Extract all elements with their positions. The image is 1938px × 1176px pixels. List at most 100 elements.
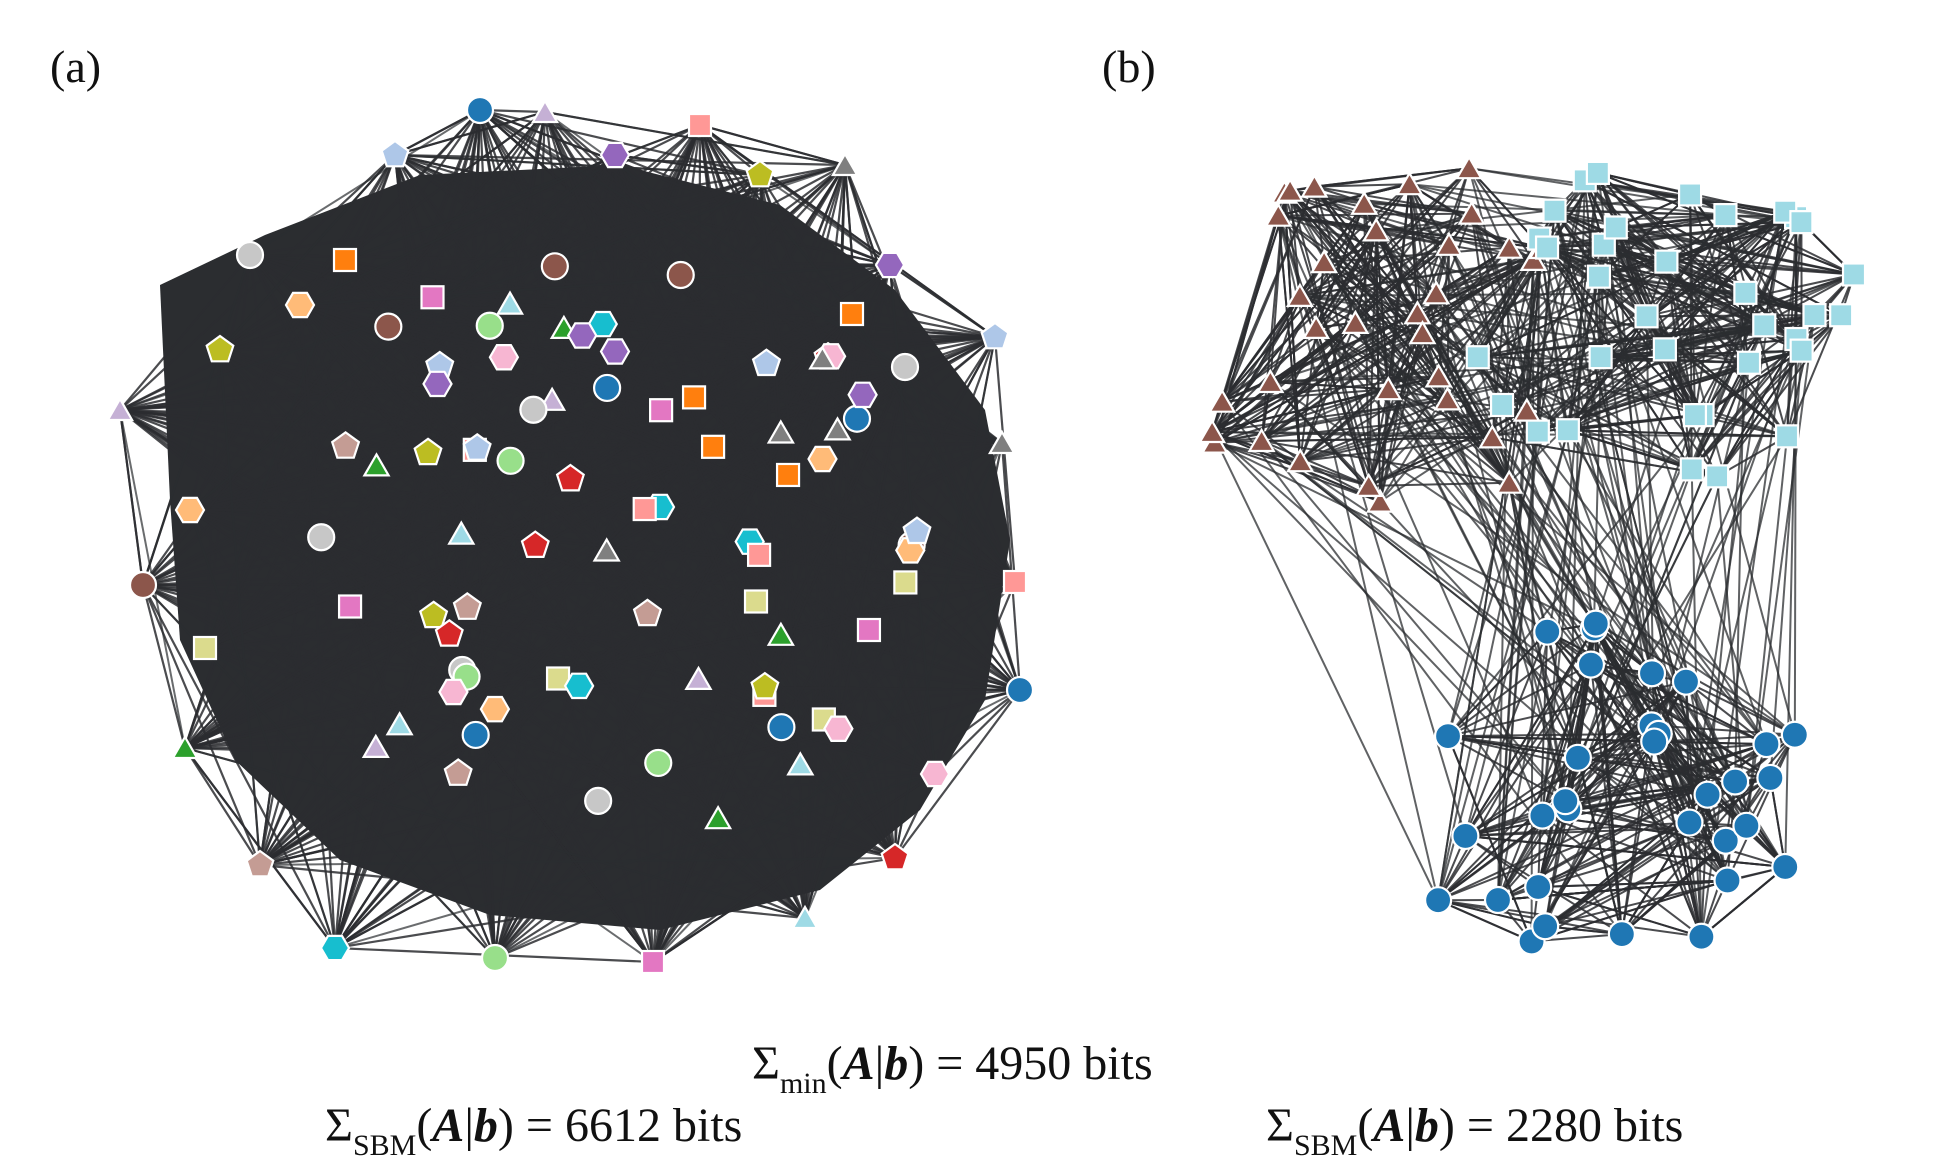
edge xyxy=(184,745,376,750)
edge xyxy=(659,505,1016,584)
graph-a-node xyxy=(319,934,351,962)
graph-b-node xyxy=(1495,234,1524,259)
edge xyxy=(1211,431,1729,882)
edge xyxy=(1700,794,1709,937)
edge xyxy=(1375,229,1768,745)
edge xyxy=(562,327,655,963)
edge xyxy=(1437,899,1546,928)
edge xyxy=(453,441,1003,693)
graph-b-node xyxy=(1733,280,1758,305)
edge xyxy=(1769,777,1787,868)
edge xyxy=(544,111,846,166)
edge xyxy=(1701,314,1842,416)
graph-a-node xyxy=(170,734,200,760)
edge xyxy=(1269,295,1301,383)
edge xyxy=(457,772,806,920)
edge xyxy=(1567,429,1693,471)
edge xyxy=(894,336,996,859)
edge xyxy=(1689,193,1803,352)
graph-b-node xyxy=(1563,743,1593,772)
conditional-bar: | xyxy=(874,1037,885,1090)
edge xyxy=(142,254,251,586)
edge xyxy=(344,258,906,369)
edge xyxy=(1602,244,1729,881)
graph-a-node xyxy=(902,516,932,545)
graph-b-node xyxy=(1654,249,1679,274)
graph-b-node xyxy=(1403,300,1432,325)
graph-b-node xyxy=(1365,488,1395,513)
edge xyxy=(779,366,906,636)
edge xyxy=(493,685,581,959)
graph-b-node xyxy=(1542,198,1567,223)
edge xyxy=(476,447,936,775)
edge xyxy=(474,734,654,963)
graph-a-node xyxy=(555,463,585,492)
graph-b-node xyxy=(1693,780,1722,809)
graph-b-node xyxy=(1585,160,1610,185)
edge xyxy=(118,409,145,586)
edge xyxy=(1546,214,1726,249)
edge xyxy=(298,304,323,538)
edge xyxy=(1261,440,1370,487)
graph-b-node xyxy=(1528,801,1557,830)
graph-b-node xyxy=(1247,427,1276,453)
edge xyxy=(1476,356,1549,632)
edge xyxy=(189,509,336,949)
edge xyxy=(189,265,556,511)
edge xyxy=(1464,724,1652,837)
network-panel-a xyxy=(105,95,1035,975)
edge xyxy=(119,409,896,859)
edge xyxy=(184,581,906,750)
edge xyxy=(758,174,830,358)
edge xyxy=(1299,291,1746,297)
graph-b-node xyxy=(1675,808,1704,837)
graph-a-node xyxy=(332,247,358,273)
edge xyxy=(1435,246,1510,295)
graph-a-node xyxy=(235,240,265,270)
graph-b-node xyxy=(1732,811,1761,840)
graph-b-node xyxy=(1524,872,1553,902)
edge xyxy=(1598,193,1691,278)
edge xyxy=(219,349,261,866)
graph-b-node xyxy=(1310,248,1339,274)
edge xyxy=(476,312,853,450)
edge xyxy=(204,445,347,649)
graph-a-node xyxy=(874,251,906,279)
graph-a-node xyxy=(192,635,218,661)
graph-b-node xyxy=(1687,922,1716,951)
graph-b-node xyxy=(1434,231,1464,256)
edge xyxy=(119,408,1021,692)
edge xyxy=(394,153,996,339)
edge xyxy=(1447,414,1704,737)
partition-symbol: b xyxy=(1414,1099,1439,1152)
equation-sigma-sbm-a: ΣSBM(A|b) = 6612 bits xyxy=(325,1099,743,1162)
graph-a-node xyxy=(452,592,482,620)
edge xyxy=(299,154,616,306)
edge xyxy=(1685,680,1768,745)
graph-a-node xyxy=(495,290,525,315)
graph-b-node xyxy=(1789,338,1814,363)
edge xyxy=(1313,186,1440,377)
nodes-b xyxy=(1198,154,1867,956)
graph-a-node xyxy=(337,594,363,619)
edge xyxy=(299,303,1003,445)
graph-a-node xyxy=(766,419,795,444)
graph-b-node xyxy=(1679,457,1704,482)
graph-b-node xyxy=(1302,314,1331,339)
graph-b-node xyxy=(1736,350,1762,375)
graph-b-node xyxy=(1433,386,1462,411)
edge xyxy=(259,366,906,866)
edge xyxy=(894,689,1021,859)
graph-b-node xyxy=(1534,235,1560,260)
edge xyxy=(299,304,700,680)
edge xyxy=(479,109,1016,583)
edge xyxy=(831,335,996,358)
edge xyxy=(1211,190,1292,433)
edge xyxy=(1211,229,1377,433)
graph-b-node xyxy=(1771,852,1800,882)
edge xyxy=(259,688,1021,867)
edge xyxy=(1546,631,1729,882)
edge xyxy=(258,465,378,866)
edge xyxy=(993,336,1017,583)
edge xyxy=(299,154,396,306)
